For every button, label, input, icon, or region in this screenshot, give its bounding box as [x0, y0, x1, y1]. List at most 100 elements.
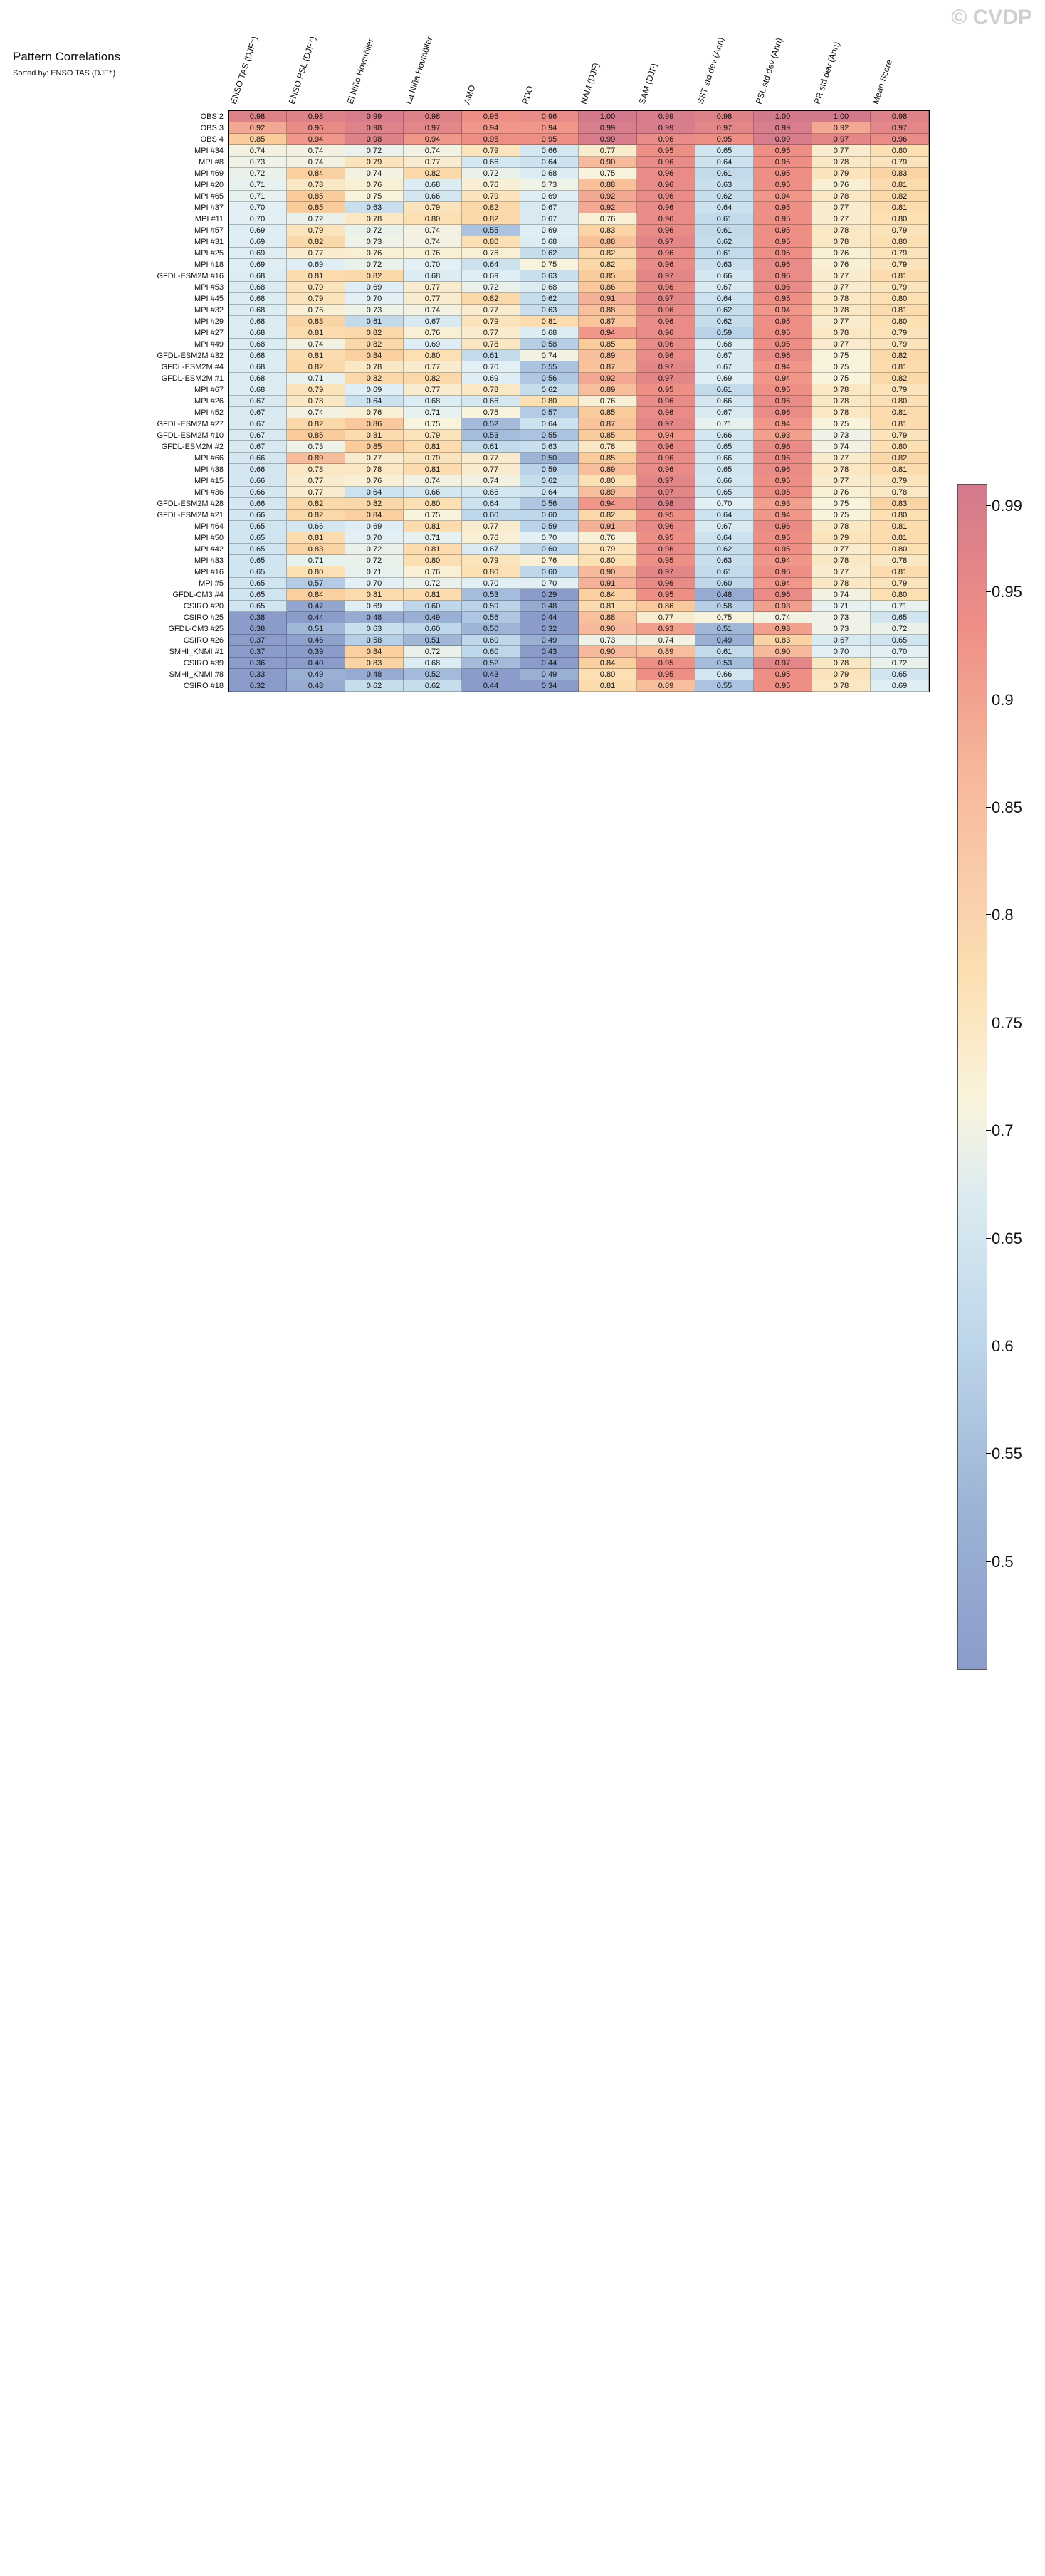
row-label: MPI #65 [194, 192, 224, 201]
heatmap-cell: 0.78 [812, 464, 871, 475]
heatmap-cell: 0.64 [520, 487, 579, 498]
row-label: MPI #52 [194, 408, 224, 417]
heatmap-cell: 0.56 [520, 498, 579, 510]
heatmap-cell: 0.91 [579, 293, 637, 305]
heatmap-cell: 0.75 [462, 407, 520, 418]
heatmap-cell: 0.82 [871, 453, 929, 464]
heatmap-cell: 0.84 [579, 658, 637, 669]
heatmap-cell: 0.44 [462, 680, 520, 692]
heatmap-cell: 0.95 [754, 680, 812, 692]
heatmap-cell: 0.66 [695, 430, 754, 441]
heatmap-cell: 0.98 [345, 122, 404, 134]
row-label: CSIRO #18 [183, 682, 224, 690]
heatmap-cell: 0.74 [345, 168, 404, 179]
heatmap-cell: 0.73 [287, 441, 345, 453]
heatmap-cell: 0.73 [579, 635, 637, 646]
heatmap-cell: 0.94 [579, 327, 637, 339]
heatmap-cell: 0.94 [754, 418, 812, 430]
column-header: PDO [520, 13, 545, 105]
row-label: GFDL-ESM2M #27 [157, 420, 224, 428]
table-row: 0.65 0.66 0.69 0.81 0.77 0.59 0.91 0.96 0.67 0.96… [229, 521, 929, 532]
row-label: MPI #29 [194, 317, 224, 326]
heatmap-cell: 0.95 [754, 544, 812, 555]
row-label: MPI #32 [194, 306, 224, 315]
heatmap-cell: 0.77 [462, 521, 520, 532]
column-header: PR std dev (Ann) [812, 13, 842, 105]
heatmap-cell: 0.48 [695, 589, 754, 601]
heatmap-cell: 0.33 [229, 669, 287, 680]
heatmap-cell: 0.78 [812, 521, 871, 532]
heatmap-cell: 0.81 [871, 305, 929, 316]
heatmap-cell: 0.55 [462, 225, 520, 236]
heatmap-cell: 0.77 [345, 453, 404, 464]
heatmap-cell: 0.70 [345, 293, 404, 305]
heatmap-cell: 0.95 [754, 327, 812, 339]
heatmap-cell: 0.77 [404, 157, 462, 168]
heatmap-cell: 0.65 [871, 612, 929, 623]
heatmap-cell: 0.80 [579, 475, 637, 487]
heatmap-cell: 0.72 [345, 555, 404, 566]
row-label: MPI #64 [194, 522, 224, 531]
heatmap-cell: 0.96 [637, 441, 695, 453]
table-row: 0.92 0.96 0.98 0.97 0.94 0.94 0.99 0.99 0.97 0.99… [229, 122, 929, 134]
heatmap-cell: 0.76 [345, 407, 404, 418]
table-row: 0.33 0.49 0.48 0.52 0.43 0.49 0.80 0.95 0.66 0.95… [229, 669, 929, 680]
heatmap-cell: 0.62 [695, 236, 754, 248]
heatmap-cell: 0.68 [404, 179, 462, 191]
colorbar-tick-label: 0.5 [986, 1552, 1014, 1571]
heatmap-cell: 0.60 [404, 623, 462, 635]
column-header: SAM (DJF) [637, 13, 662, 105]
heatmap-cell: 0.73 [345, 305, 404, 316]
heatmap-cell: 0.65 [229, 601, 287, 612]
heatmap-cell: 0.81 [345, 589, 404, 601]
heatmap-cell: 0.66 [695, 669, 754, 680]
row-label: CSIRO #25 [183, 613, 224, 622]
heatmap-cell: 0.46 [287, 635, 345, 646]
heatmap-cell: 0.74 [287, 407, 345, 418]
heatmap-cell: 0.38 [229, 612, 287, 623]
heatmap-cell: 0.66 [229, 487, 287, 498]
heatmap-cell: 0.96 [754, 282, 812, 293]
heatmap-cell: 0.69 [520, 191, 579, 202]
row-label: MPI #25 [194, 249, 224, 258]
heatmap-cell: 0.84 [287, 168, 345, 179]
heatmap-cell: 0.59 [462, 601, 520, 612]
heatmap-cell: 0.62 [695, 316, 754, 327]
heatmap-cell: 0.85 [579, 270, 637, 282]
table-row: 0.65 0.47 0.69 0.60 0.59 0.48 0.81 0.86 0.58 0.93… [229, 601, 929, 612]
heatmap-cell: 0.65 [695, 441, 754, 453]
heatmap-cell: 0.72 [345, 145, 404, 157]
heatmap-cell: 0.88 [579, 236, 637, 248]
table-row: 0.65 0.80 0.71 0.76 0.80 0.60 0.90 0.97 0.61 0.95… [229, 566, 929, 578]
heatmap-cell: 0.82 [462, 293, 520, 305]
heatmap-cell: 0.78 [287, 179, 345, 191]
heatmap-cell: 0.74 [229, 145, 287, 157]
table-row: 0.71 0.85 0.75 0.66 0.79 0.69 0.92 0.96 0.62 0.94… [229, 191, 929, 202]
heatmap-cell: 0.95 [637, 658, 695, 669]
heatmap-cell: 0.67 [229, 430, 287, 441]
heatmap-cell: 0.44 [520, 658, 579, 669]
row-label: GFDL-ESM2M #1 [161, 374, 224, 383]
heatmap-cell: 0.68 [404, 270, 462, 282]
heatmap-cell: 0.66 [229, 498, 287, 510]
row-label: MPI #36 [194, 488, 224, 497]
chart-title: Pattern Correlations [13, 50, 121, 63]
heatmap-cell: 0.96 [637, 453, 695, 464]
heatmap-cell: 0.97 [637, 566, 695, 578]
heatmap-cell: 0.76 [345, 179, 404, 191]
heatmap-cell: 0.78 [812, 578, 871, 589]
heatmap-cell: 0.69 [229, 225, 287, 236]
heatmap-cell: 0.74 [812, 589, 871, 601]
heatmap-cell: 0.95 [754, 384, 812, 396]
heatmap-cell: 0.77 [812, 202, 871, 213]
heatmap-cell: 0.77 [812, 475, 871, 487]
heatmap-cell: 0.95 [754, 145, 812, 157]
heatmap-cell: 0.68 [229, 339, 287, 350]
heatmap-cell: 0.81 [579, 680, 637, 692]
heatmap-cell: 0.95 [695, 134, 754, 145]
heatmap-cell: 0.82 [287, 236, 345, 248]
heatmap-cell: 0.95 [754, 225, 812, 236]
heatmap-cell: 0.69 [520, 225, 579, 236]
heatmap-cell: 0.81 [287, 270, 345, 282]
heatmap-cell: 0.32 [229, 680, 287, 692]
